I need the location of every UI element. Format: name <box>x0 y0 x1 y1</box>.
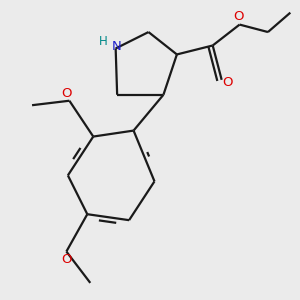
Text: N: N <box>112 40 122 52</box>
Text: O: O <box>61 87 72 100</box>
Text: O: O <box>233 10 243 23</box>
Text: O: O <box>222 76 232 89</box>
Text: O: O <box>62 254 72 266</box>
Text: H: H <box>99 35 108 48</box>
